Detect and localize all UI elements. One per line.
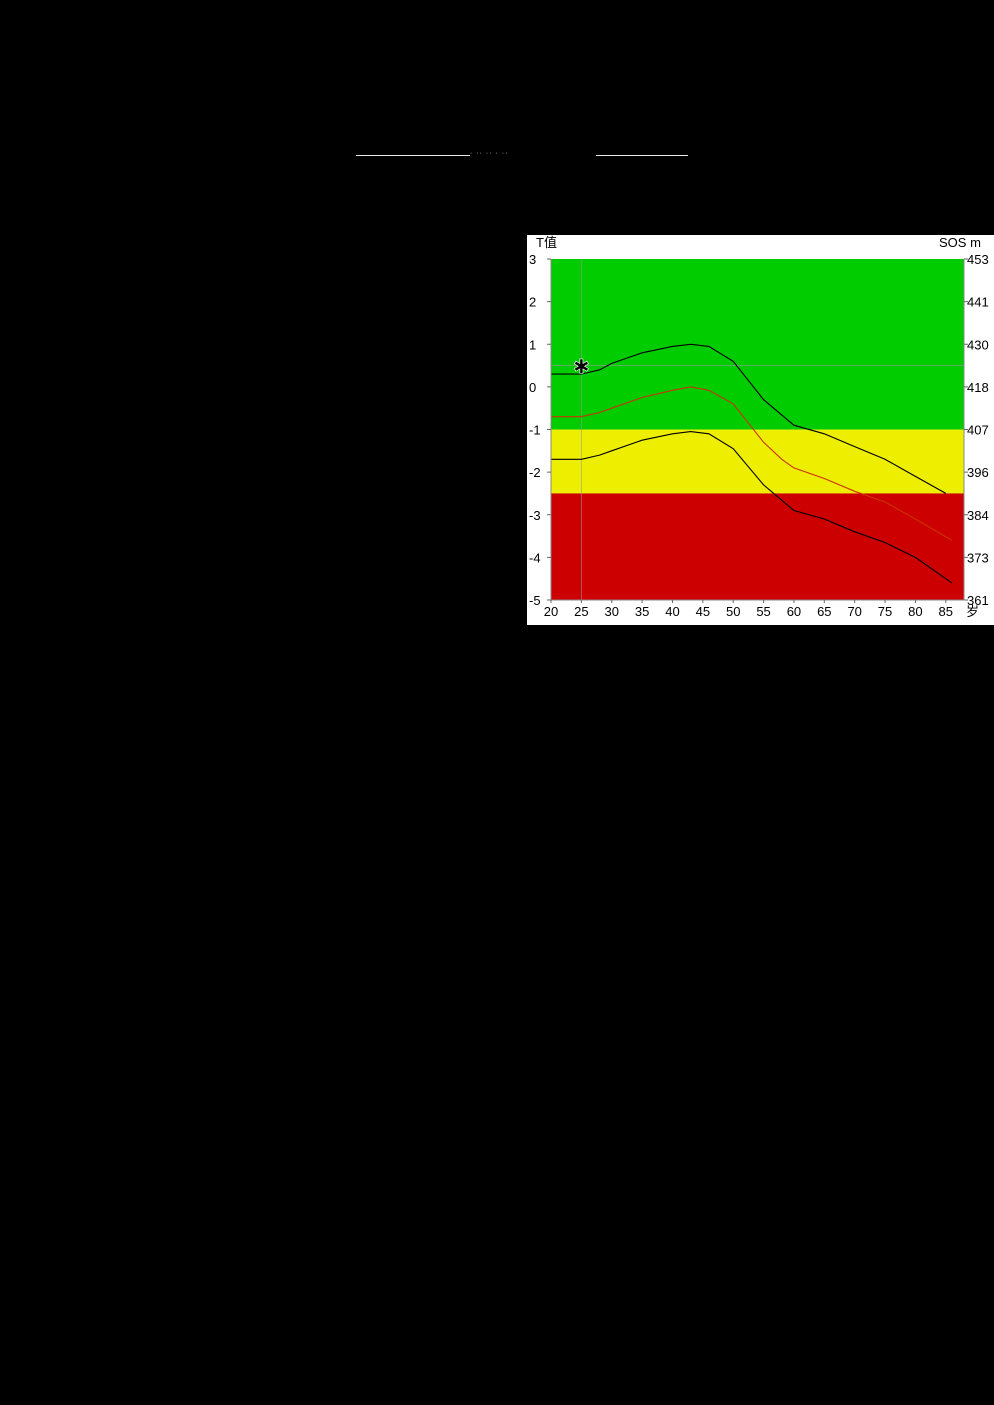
x-tick-label: 75 <box>878 604 892 619</box>
measurement-marker: ✱ <box>573 355 590 379</box>
right-tick-label: 373 <box>967 550 989 565</box>
left-axis-title: T值 <box>536 235 557 250</box>
right-tick-label: 361 <box>967 593 989 608</box>
x-tick-label: 60 <box>787 604 801 619</box>
x-tick-label: 40 <box>665 604 679 619</box>
x-tick-label: 85 <box>939 604 953 619</box>
series-line-3 <box>551 431 953 584</box>
right-axis-title: SOS m <box>939 235 981 250</box>
marker-layer: ✱ <box>573 354 590 379</box>
x-tick-label: 55 <box>756 604 770 619</box>
left-tick-label: 0 <box>529 380 536 395</box>
left-tick-label: -4 <box>529 550 541 565</box>
x-tick-label: 35 <box>635 604 649 619</box>
right-tick-label: 453 <box>967 252 989 267</box>
zone-osteopenia <box>551 429 964 494</box>
series-line-2 <box>551 386 953 541</box>
left-tick-label: 2 <box>529 295 536 310</box>
zones-layer <box>551 259 964 600</box>
x-tick-label: 65 <box>817 604 831 619</box>
x-tick-label: 45 <box>696 604 710 619</box>
left-tick-label: -3 <box>529 508 541 523</box>
x-unit-label: 岁 <box>966 604 979 619</box>
x-tick-label: 25 <box>574 604 588 619</box>
right-tick-label: 430 <box>967 337 989 352</box>
axes-layer: 3 2 1 0 -1 -2 -3 -4 -5 453 441 430 418 407 396 384 373 36… <box>529 252 989 619</box>
series-layer <box>551 343 953 584</box>
x-tick-label: 20 <box>544 604 558 619</box>
header-rule-left <box>356 155 470 156</box>
zone-osteoporosis <box>551 493 964 600</box>
header-rule-right <box>596 155 688 156</box>
x-tick-label: 70 <box>847 604 861 619</box>
x-tick-label: 50 <box>726 604 740 619</box>
x-tick-label: 80 <box>908 604 922 619</box>
bone-density-chart: ✱ 3 2 1 0 -1 -2 -3 -4 -5 453 441 430 418 407 396 384 373… <box>527 235 994 625</box>
left-tick-label: -5 <box>529 593 541 608</box>
right-tick-label: 407 <box>967 423 989 438</box>
right-tick-label: 396 <box>967 465 989 480</box>
reference-lines <box>551 259 964 600</box>
left-tick-label: -2 <box>529 465 541 480</box>
left-tick-label: 1 <box>529 337 536 352</box>
series-line-1 <box>551 343 947 494</box>
left-tick-label: -1 <box>529 423 541 438</box>
right-tick-label: 384 <box>967 508 989 523</box>
chart-svg: ✱ 3 2 1 0 -1 -2 -3 -4 -5 453 441 430 418 407 396 384 373… <box>529 235 989 619</box>
zone-normal <box>551 259 964 430</box>
right-tick-label: 441 <box>967 295 989 310</box>
left-tick-label: 3 <box>529 252 536 267</box>
right-tick-label: 418 <box>967 380 989 395</box>
x-tick-label: 30 <box>605 604 619 619</box>
header-decor-text: · ·· ·· · ·· <box>470 150 509 157</box>
